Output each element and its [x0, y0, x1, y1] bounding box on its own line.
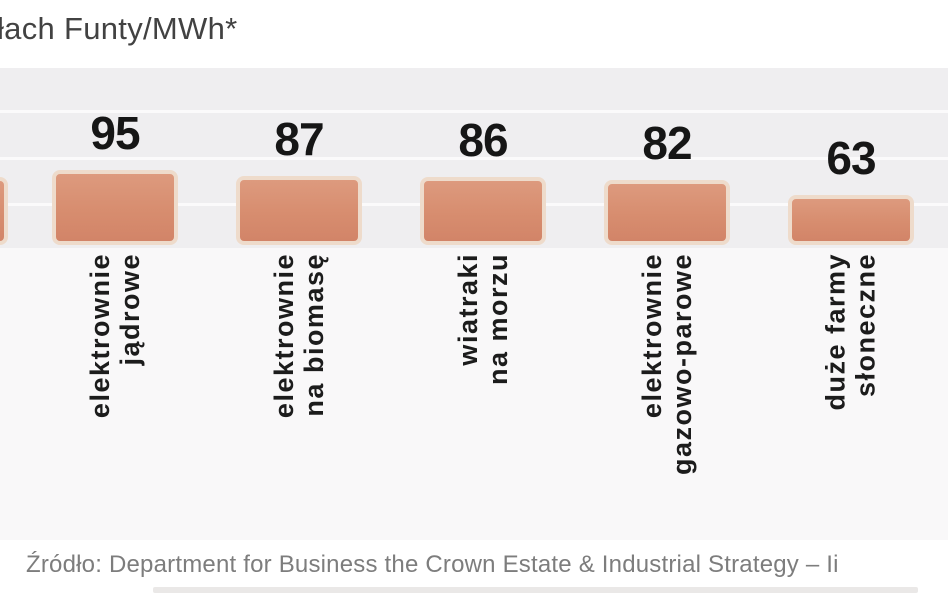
- bar-value-label: 82: [642, 117, 692, 169]
- source-credit: Źródło: Department for Business the Crow…: [26, 551, 839, 578]
- chart-title: łach Funty/MWh*: [0, 11, 238, 46]
- bar-value-label: 86: [458, 114, 508, 166]
- bar: [420, 177, 546, 245]
- bar: [604, 180, 730, 245]
- bar-value-label: 63: [826, 132, 876, 184]
- bar: [52, 170, 178, 245]
- clipped-text-line: [153, 587, 918, 593]
- bar-value-label: 95: [90, 107, 140, 159]
- bar-value-label: 87: [274, 113, 324, 165]
- bar: [788, 195, 914, 245]
- clipped-bar: [0, 177, 8, 245]
- bar: [236, 176, 362, 245]
- category-label-area: [0, 248, 948, 540]
- gridline: [0, 157, 948, 160]
- gridline: [0, 110, 948, 113]
